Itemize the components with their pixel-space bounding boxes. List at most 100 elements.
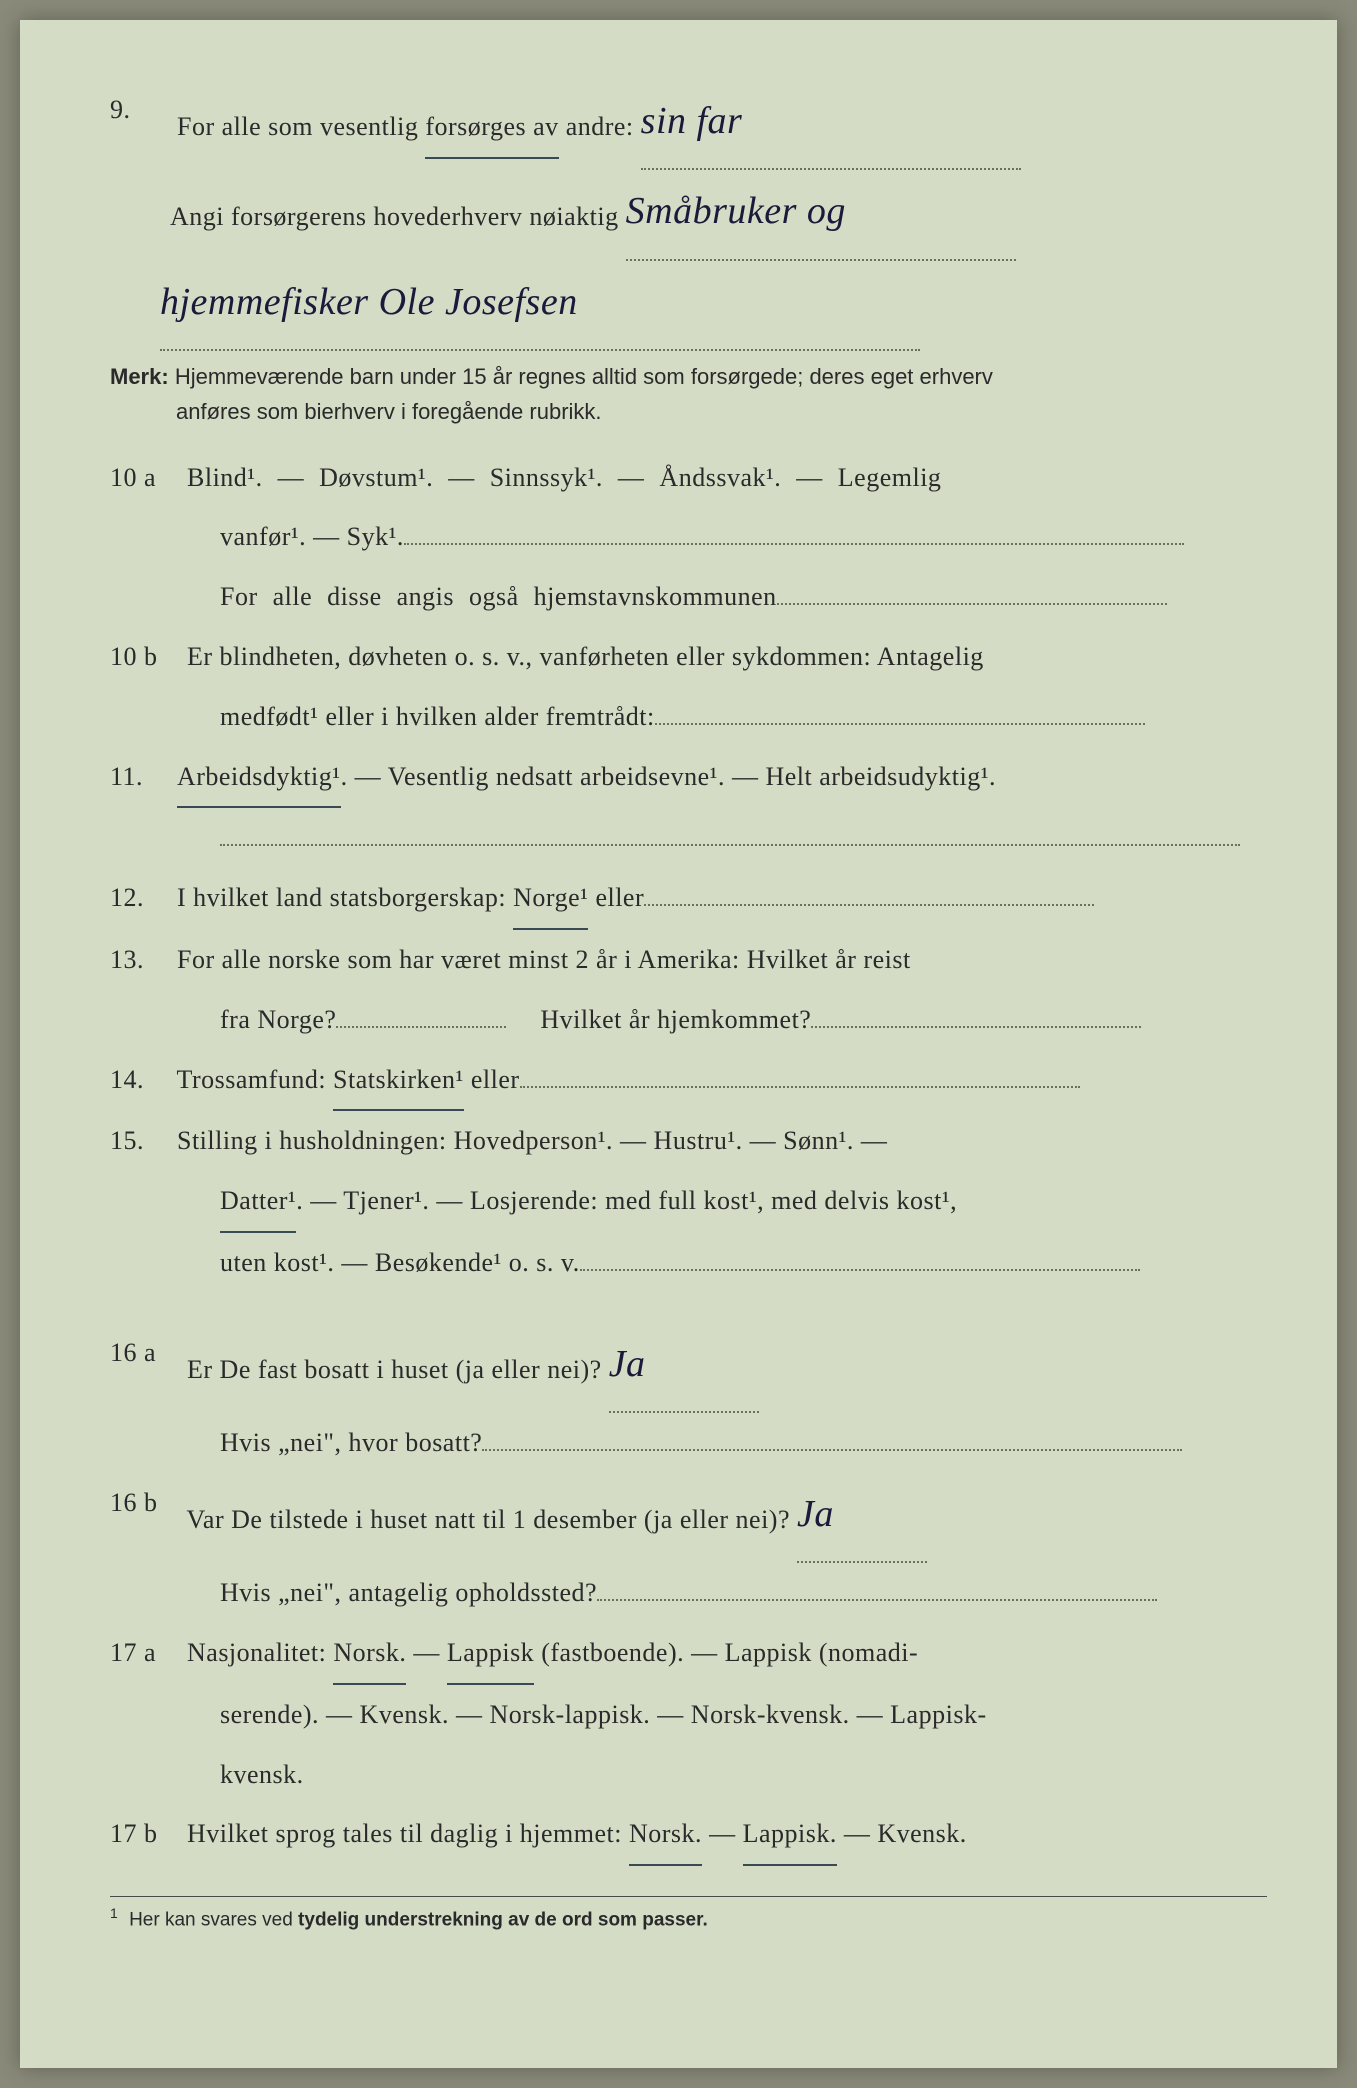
footnote-bold: tydelig understrekning av de ord som pas… <box>298 1910 708 1931</box>
q16a-text2: Hvis „nei", hvor bosatt? <box>220 1428 482 1457</box>
q15-text3: uten kost¹. — Besøkende¹ o. s. v. <box>220 1248 580 1277</box>
footnote-num: 1 <box>110 1905 118 1921</box>
q17b-num: 17 b <box>110 1804 180 1864</box>
q16b-hand: Ja <box>797 1493 834 1535</box>
q10a-line2: vanfør¹. — Syk¹. <box>110 507 1267 567</box>
q10b-line2: medfødt¹ eller i hvilken alder fremtrådt… <box>110 687 1267 747</box>
q13-line2: fra Norge? Hvilket år hjemkommet? <box>110 990 1267 1050</box>
q16b-text2: Hvis „nei", antagelig opholdssted? <box>220 1578 597 1607</box>
q9-text-a2: andre: <box>559 112 641 141</box>
q11-under: Arbeidsdyktig¹ <box>177 747 341 809</box>
q17b-text2: — <box>702 1819 743 1848</box>
q17a-line1: 17 a Nasjonalitet: Norsk. — Lappisk (fas… <box>110 1623 1267 1685</box>
q10b-line1: 10 b Er blindheten, døvheten o. s. v., v… <box>110 627 1267 687</box>
q15-under: Datter¹ <box>220 1171 296 1233</box>
q9-line1: 9. For alle som vesentlig forsørges av a… <box>110 80 1267 170</box>
footnote-text: Her kan svares ved <box>129 1910 298 1931</box>
q11-dotline <box>110 808 1267 868</box>
q15-line3: uten kost¹. — Besøkende¹ o. s. v. <box>110 1233 1267 1293</box>
q9-hand-a: sin far <box>641 100 743 142</box>
q15-line1: 15. Stilling i husholdningen: Hovedperso… <box>110 1111 1267 1171</box>
q13-fill1 <box>336 1025 506 1028</box>
q9-line3: hjemmefisker Ole Josefsen <box>110 261 1267 351</box>
merk-text2: anføres som bierhverv i foregående rubri… <box>110 394 602 429</box>
q16b-num: 16 b <box>110 1473 180 1533</box>
q11-fill <box>220 843 1240 846</box>
q15-fill <box>580 1268 1140 1271</box>
q12-text1: I hvilket land statsborgerskap: <box>177 883 513 912</box>
q17a-under1: Norsk. <box>333 1623 406 1685</box>
q10a-num: 10 a <box>110 448 180 508</box>
q15-text1: Stilling i husholdningen: Hovedperson¹. … <box>177 1126 887 1155</box>
q16b-text1: Var De tilstede i huset natt til 1 desem… <box>187 1505 790 1534</box>
q16a-num: 16 a <box>110 1323 180 1383</box>
q11-num: 11. <box>110 747 170 807</box>
q9-hand-b2: hjemmefisker Ole Josefsen <box>160 281 578 323</box>
q14-line: 14. Trossamfund: Statskirken¹ eller <box>110 1050 1267 1112</box>
q10a-text2: vanfør¹. — Syk¹. <box>220 522 404 551</box>
q13-num: 13. <box>110 930 170 990</box>
q9-under: forsørges av <box>425 97 558 159</box>
q17a-text1c: (fastboende). — Lappisk (nomadi- <box>534 1638 918 1667</box>
q13-fill2 <box>811 1025 1141 1028</box>
q16a-fill1: Ja <box>609 1323 759 1413</box>
merk-label: Merk: <box>110 364 169 389</box>
q16a-fill2 <box>482 1448 1182 1451</box>
q9-text-a: For alle som vesentlig <box>177 112 425 141</box>
q12-text2: eller <box>588 883 644 912</box>
q12-fill <box>644 903 1094 906</box>
q10a-fill2 <box>404 542 1184 545</box>
q17a-text1b: — <box>406 1638 447 1667</box>
q9-hand-b1: Småbruker og <box>626 190 846 232</box>
q11-rest: . — Vesentlig nedsatt arbeidsevne¹. — He… <box>341 762 996 791</box>
q12-num: 12. <box>110 868 170 928</box>
q10b-text2: medfødt¹ eller i hvilken alder fremtrådt… <box>220 702 655 731</box>
q13-text1: For alle norske som har været minst 2 år… <box>177 945 911 974</box>
q13-text2b: Hvilket år hjemkommet? <box>540 1005 811 1034</box>
q14-under: Statskirken¹ <box>333 1050 464 1112</box>
q13-text2a: fra Norge? <box>220 1005 336 1034</box>
q17b-line: 17 b Hvilket sprog tales til daglig i hj… <box>110 1804 1267 1866</box>
q10a-line3: For alle disse angis også hjemstavnskomm… <box>110 567 1267 627</box>
q14-fill <box>520 1085 1080 1088</box>
q15-text2: . — Tjener¹. — Losjerende: med full kost… <box>296 1186 957 1215</box>
q9-fill-b2: hjemmefisker Ole Josefsen <box>160 261 920 351</box>
q16a-hand: Ja <box>609 1343 646 1385</box>
q10a-fill3 <box>777 602 1167 605</box>
q15-line2: Datter¹. — Tjener¹. — Losjerende: med fu… <box>110 1171 1267 1233</box>
q17a-line2: serende). — Kvensk. — Norsk-lappisk. — N… <box>110 1685 1267 1745</box>
q10a-text1: Blind¹. — Døvstum¹. — Sinnssyk¹. — Åndss… <box>187 463 941 492</box>
q12-line: 12. I hvilket land statsborgerskap: Norg… <box>110 868 1267 930</box>
q17b-under1: Norsk. <box>629 1804 702 1866</box>
q9-line2: Angi forsørgerens hovederhverv nøiaktig … <box>110 170 1267 260</box>
q10b-fill <box>655 722 1145 725</box>
q16a-text1: Er De fast bosatt i huset (ja eller nei)… <box>187 1355 602 1384</box>
footnote: 1 Her kan svares ved tydelig understrekn… <box>110 1905 1267 1931</box>
q10b-num: 10 b <box>110 627 180 687</box>
q12-under: Norge¹ <box>513 868 588 930</box>
q16b-fill1: Ja <box>797 1473 927 1563</box>
q11-line: 11. Arbeidsdyktig¹. — Vesentlig nedsatt … <box>110 747 1267 809</box>
census-form-page: 9. For alle som vesentlig forsørges av a… <box>20 20 1337 2068</box>
q9-num: 9. <box>110 80 170 140</box>
merk-text1: Hjemmeværende barn under 15 år regnes al… <box>175 364 993 389</box>
merk-note: Merk: Hjemmeværende barn under 15 år reg… <box>110 359 1267 429</box>
q15-num: 15. <box>110 1111 170 1171</box>
q17a-text3: kvensk. <box>220 1760 304 1789</box>
q14-text1: Trossamfund: <box>177 1065 334 1094</box>
q17b-under2: Lappisk. <box>743 1804 837 1866</box>
q17b-text1: Hvilket sprog tales til daglig i hjemmet… <box>187 1819 629 1848</box>
q17a-line3: kvensk. <box>110 1745 1267 1805</box>
q17a-text2: serende). — Kvensk. — Norsk-lappisk. — N… <box>220 1700 987 1729</box>
q17a-under2: Lappisk <box>447 1623 534 1685</box>
q16a-line1: 16 a Er De fast bosatt i huset (ja eller… <box>110 1323 1267 1413</box>
q16b-line2: Hvis „nei", antagelig opholdssted? <box>110 1563 1267 1623</box>
q9-fill-b1: Småbruker og <box>626 170 1016 260</box>
q9-fill-a: sin far <box>641 80 1021 170</box>
q9-text-b: Angi forsørgerens hovederhverv nøiaktig <box>170 202 619 231</box>
q17b-text3: — Kvensk. <box>837 1819 967 1848</box>
q13-line1: 13. For alle norske som har været minst … <box>110 930 1267 990</box>
q14-num: 14. <box>110 1050 170 1110</box>
q10a-line1: 10 a Blind¹. — Døvstum¹. — Sinnssyk¹. — … <box>110 448 1267 508</box>
q17a-text1a: Nasjonalitet: <box>187 1638 333 1667</box>
